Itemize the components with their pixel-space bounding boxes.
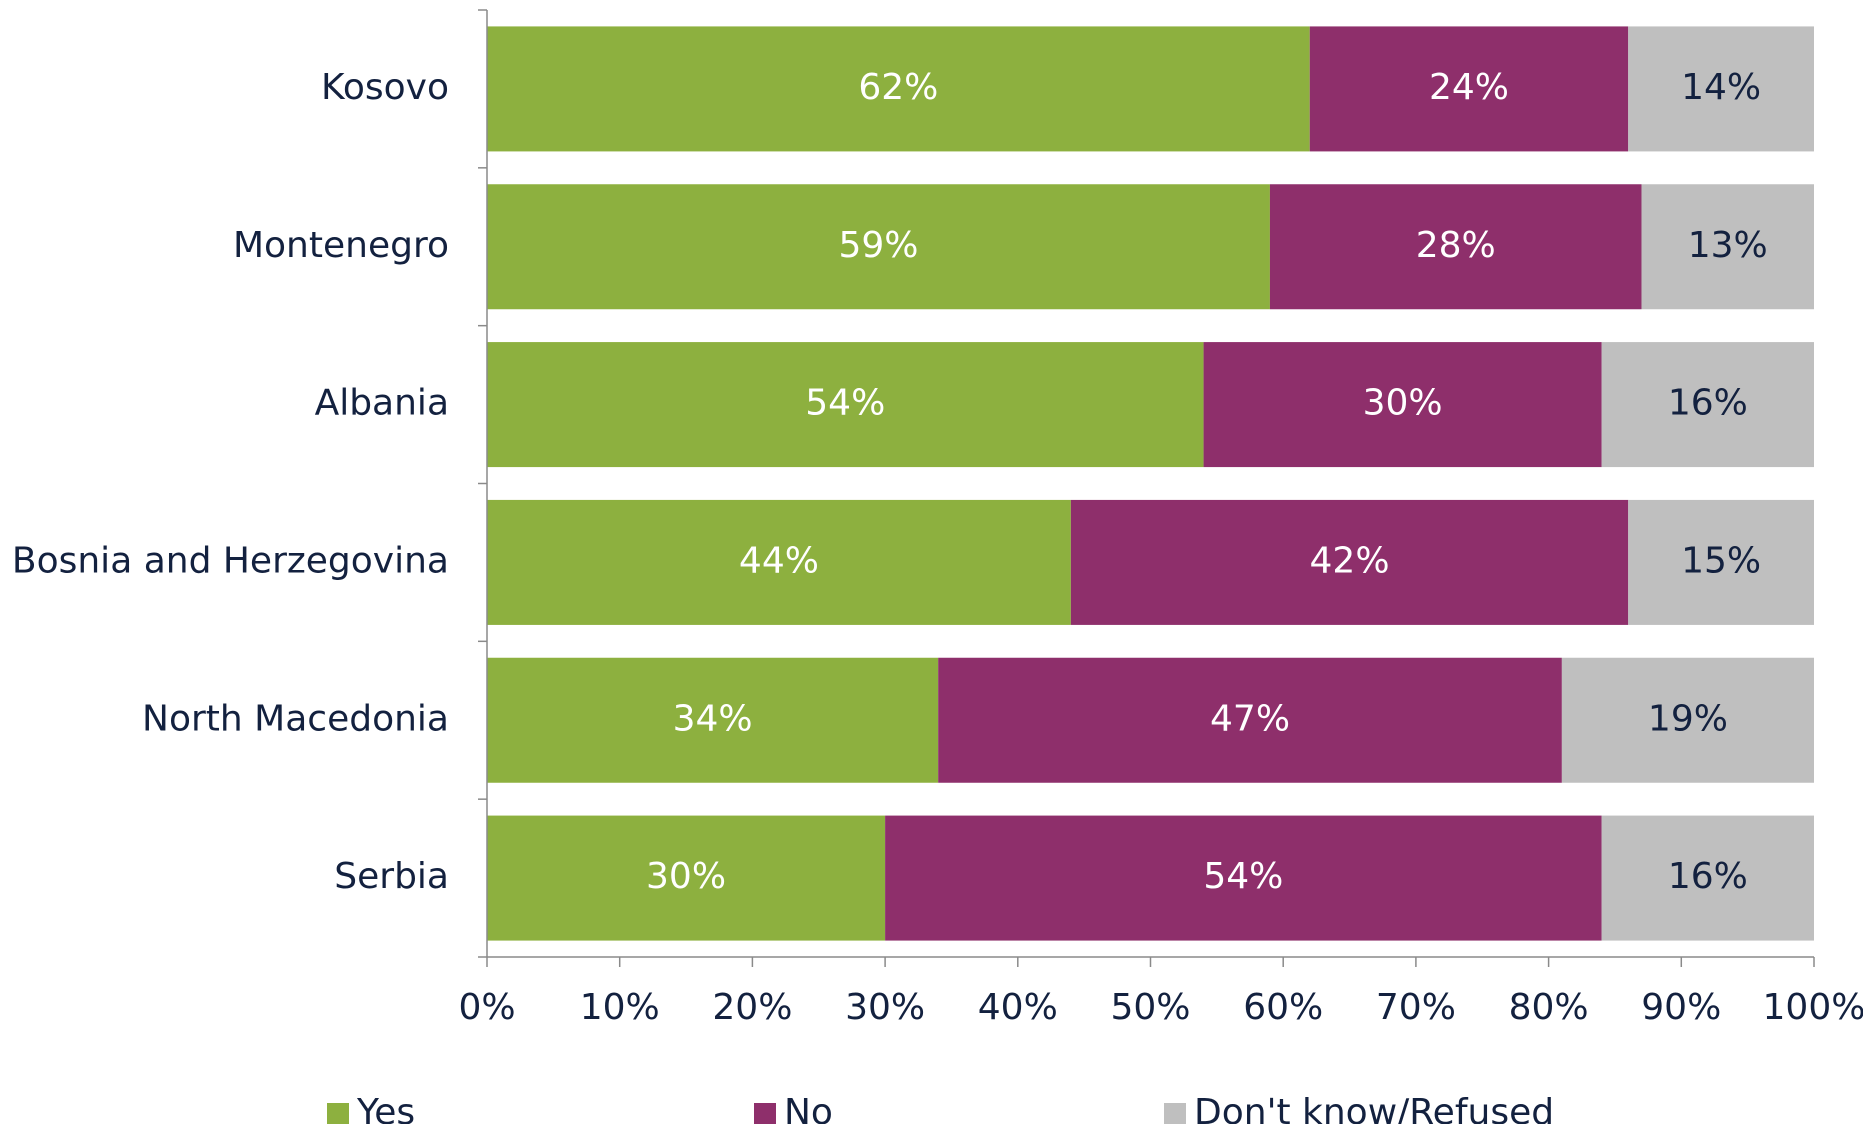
data-label: 28% [1416, 225, 1496, 266]
legend-label: Don't know/Refused [1194, 1092, 1554, 1124]
x-tick-label: 50% [1110, 987, 1190, 1028]
bar-segment [1628, 499, 1814, 625]
data-label: 47% [1210, 698, 1290, 739]
legend-swatch [327, 1103, 349, 1124]
data-label: 24% [1429, 67, 1509, 108]
bar-segment [1269, 184, 1642, 310]
data-label: 62% [858, 67, 938, 108]
data-label: 15% [1681, 540, 1761, 581]
bar-segment [487, 184, 1270, 310]
bar-segment [487, 499, 1071, 625]
data-label: 16% [1668, 856, 1748, 897]
bar-segment [1601, 342, 1814, 468]
bar-segment [1601, 815, 1814, 941]
data-label: 16% [1668, 383, 1748, 424]
data-label: 34% [673, 698, 753, 739]
legend-swatch [1164, 1103, 1186, 1124]
bar-segment [1641, 184, 1814, 310]
x-tick-label: 40% [978, 987, 1058, 1028]
y-tick-label: North Macedonia [142, 698, 449, 739]
bar-segment [1628, 26, 1814, 152]
x-tick-label: 20% [712, 987, 792, 1028]
x-tick-label: 90% [1641, 987, 1721, 1028]
x-tick-label: 60% [1243, 987, 1323, 1028]
x-tick-label: 70% [1376, 987, 1456, 1028]
y-tick-label: Serbia [334, 856, 449, 897]
data-label: 59% [838, 225, 918, 266]
bar-segment [1203, 342, 1602, 468]
legend-label: No [784, 1092, 833, 1124]
legend-swatch [754, 1103, 776, 1124]
y-tick-label: Albania [315, 383, 449, 424]
data-label: 13% [1688, 225, 1768, 266]
x-tick-label: 0% [458, 987, 515, 1028]
y-tick-label: Montenegro [233, 225, 449, 266]
bar-segment [487, 26, 1310, 152]
bar-segment [938, 657, 1562, 783]
bar-segment [487, 657, 939, 783]
x-tick-label: 30% [845, 987, 925, 1028]
data-label: 54% [1203, 856, 1283, 897]
data-label: 44% [739, 540, 819, 581]
bar-segment [1070, 499, 1629, 625]
data-label: 19% [1648, 698, 1728, 739]
data-label: 54% [805, 383, 885, 424]
x-tick-label: 100% [1763, 987, 1863, 1028]
y-tick-label: Bosnia and Herzegovina [12, 540, 449, 581]
data-label: 30% [1363, 383, 1443, 424]
x-tick-label: 10% [580, 987, 660, 1028]
y-tick-label: Kosovo [321, 67, 449, 108]
bar-segment [487, 342, 1204, 468]
bar-segment [885, 815, 1602, 941]
x-tick-label: 80% [1509, 987, 1589, 1028]
data-label: 14% [1681, 67, 1761, 108]
data-label: 30% [646, 856, 726, 897]
bar-segment [1561, 657, 1814, 783]
plot-area [487, 26, 1814, 941]
data-label: 42% [1310, 540, 1390, 581]
bar-segment [487, 815, 886, 941]
legend-label: Yes [356, 1092, 415, 1124]
bar-segment [1309, 26, 1629, 152]
